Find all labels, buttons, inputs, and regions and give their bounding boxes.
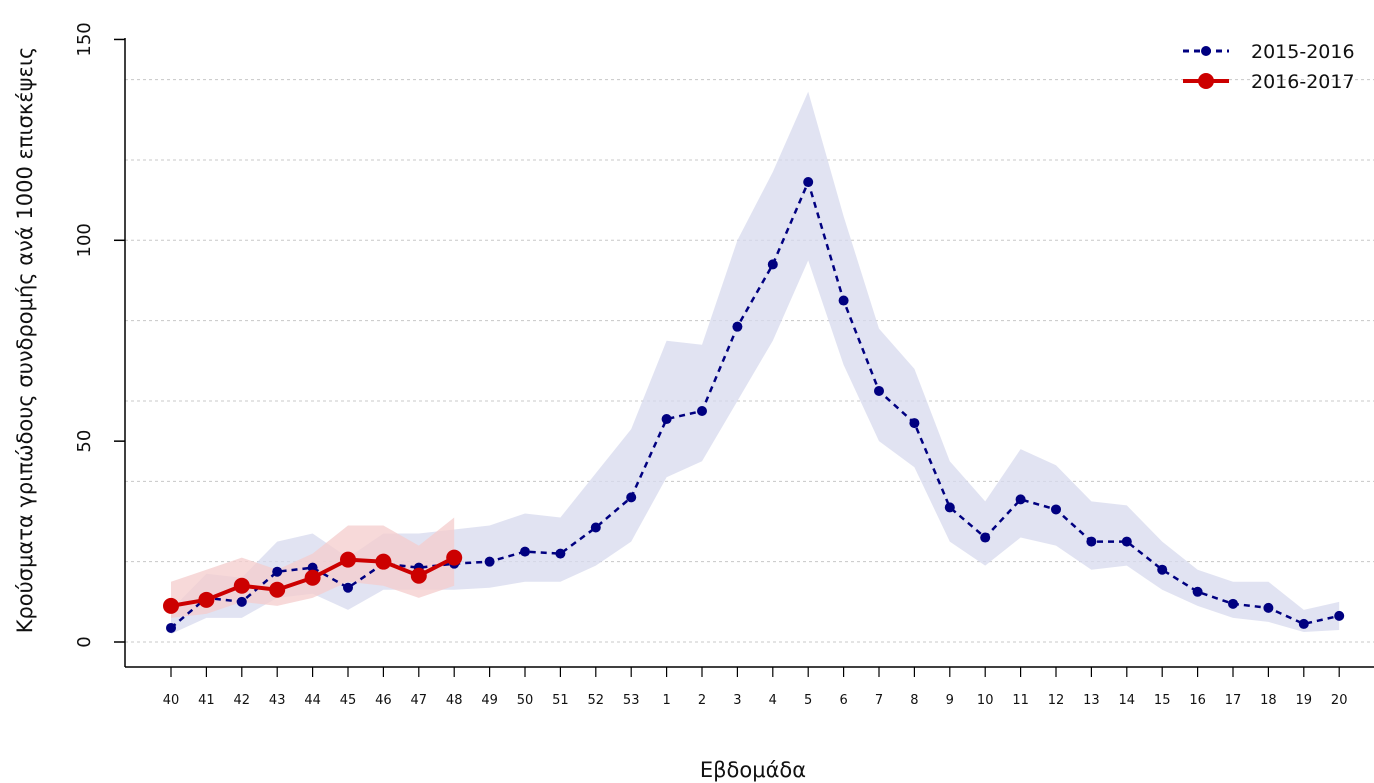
x-tick-label: 13 bbox=[1083, 693, 1100, 708]
x-tick-label: 52 bbox=[588, 693, 605, 708]
x-axis-title: Εβδομάδα bbox=[700, 758, 806, 782]
x-ticks: 40 41 42 43 44 45 46 47 48 49 50 51 52 53 1 2 3 4 5 6 7 8 9 10 1… bbox=[163, 667, 1348, 708]
x-tick-label: 12 bbox=[1048, 693, 1065, 708]
point-2015-2016 bbox=[1086, 536, 1097, 547]
point-2016-2017 bbox=[340, 551, 356, 568]
x-tick-label: 47 bbox=[411, 693, 428, 708]
x-tick-label: 20 bbox=[1331, 693, 1348, 708]
y-tick-label: 100 bbox=[74, 223, 95, 257]
point-2015-2016 bbox=[590, 522, 601, 533]
point-2015-2016 bbox=[343, 582, 353, 593]
point-2016-2017 bbox=[304, 569, 321, 586]
x-tick-label: 15 bbox=[1154, 693, 1171, 708]
axes bbox=[124, 38, 1374, 668]
point-2015-2016 bbox=[166, 622, 176, 633]
x-tick-label: 4 bbox=[769, 693, 777, 708]
series-points bbox=[163, 177, 1345, 633]
x-tick-label: 8 bbox=[910, 693, 918, 708]
point-2016-2017 bbox=[198, 591, 215, 608]
point-2016-2017 bbox=[446, 549, 463, 566]
x-tick-label: 53 bbox=[623, 693, 640, 708]
x-tick-label: 16 bbox=[1189, 693, 1206, 708]
legend-marker-2016-2017 bbox=[1198, 73, 1214, 89]
point-2015-2016 bbox=[1298, 618, 1309, 629]
point-2015-2016 bbox=[1192, 586, 1203, 597]
x-tick-label: 14 bbox=[1119, 693, 1136, 708]
x-tick-label: 42 bbox=[234, 693, 251, 708]
point-2015-2016 bbox=[1015, 494, 1026, 505]
point-2015-2016 bbox=[484, 556, 495, 567]
point-2016-2017 bbox=[163, 597, 179, 614]
point-2015-2016 bbox=[520, 546, 530, 557]
point-2015-2016 bbox=[272, 566, 283, 577]
point-2016-2017 bbox=[269, 581, 286, 598]
y-tick-label: 0 bbox=[74, 636, 95, 647]
x-tick-label: 11 bbox=[1012, 693, 1029, 708]
x-tick-label: 46 bbox=[375, 693, 392, 708]
point-2015-2016 bbox=[980, 532, 991, 543]
x-tick-label: 43 bbox=[269, 693, 286, 708]
point-2015-2016 bbox=[697, 406, 707, 417]
point-2015-2016 bbox=[767, 259, 778, 270]
point-2015-2016 bbox=[236, 596, 247, 607]
x-tick-label: 51 bbox=[552, 693, 569, 708]
point-2016-2017 bbox=[233, 577, 250, 594]
legend-label-2016-2017: 2016-2017 bbox=[1251, 71, 1355, 93]
x-tick-label: 17 bbox=[1225, 693, 1242, 708]
x-tick-label: 48 bbox=[446, 693, 463, 708]
x-tick-label: 49 bbox=[481, 693, 498, 708]
point-2015-2016 bbox=[803, 177, 814, 188]
legend-entry-2016-2017: 2016-2017 bbox=[1183, 71, 1355, 93]
point-2015-2016 bbox=[838, 295, 849, 306]
point-2016-2017 bbox=[375, 553, 392, 570]
point-2015-2016 bbox=[874, 385, 884, 396]
x-tick-label: 7 bbox=[875, 693, 883, 708]
legend-marker-2015-2016 bbox=[1201, 46, 1211, 56]
point-2016-2017 bbox=[410, 567, 427, 584]
x-tick-label: 6 bbox=[839, 693, 847, 708]
point-2015-2016 bbox=[1228, 598, 1238, 609]
x-tick-label: 1 bbox=[662, 693, 670, 708]
x-tick-label: 41 bbox=[198, 693, 215, 708]
x-tick-label: 45 bbox=[340, 693, 357, 708]
band-2015-2016 bbox=[171, 91, 1340, 634]
x-tick-label: 50 bbox=[517, 693, 534, 708]
point-2015-2016 bbox=[661, 414, 672, 425]
x-tick-label: 18 bbox=[1260, 693, 1277, 708]
x-tick-label: 10 bbox=[977, 693, 994, 708]
point-2015-2016 bbox=[944, 502, 955, 513]
point-2015-2016 bbox=[1121, 536, 1132, 547]
point-2015-2016 bbox=[732, 321, 743, 332]
x-tick-label: 3 bbox=[733, 693, 741, 708]
point-2015-2016 bbox=[626, 492, 637, 503]
x-tick-label: 19 bbox=[1296, 693, 1313, 708]
y-ticks: 0 50 100 150 bbox=[74, 22, 125, 648]
legend-entry-2015-2016: 2015-2016 bbox=[1183, 41, 1355, 63]
point-2015-2016 bbox=[555, 548, 566, 559]
x-tick-label: 5 bbox=[804, 693, 812, 708]
y-axis-title: Κρούσματα γριπώδους συνδρομής ανά 1000 ε… bbox=[13, 47, 37, 634]
y-tick-label: 50 bbox=[74, 430, 95, 453]
x-tick-label: 44 bbox=[304, 693, 321, 708]
legend: 2015-2016 2016-2017 bbox=[1183, 41, 1355, 93]
point-2015-2016 bbox=[1157, 564, 1168, 575]
point-2015-2016 bbox=[1334, 610, 1345, 621]
x-tick-label: 9 bbox=[946, 693, 954, 708]
point-2015-2016 bbox=[909, 418, 920, 429]
y-tick-label: 150 bbox=[74, 22, 95, 56]
point-2015-2016 bbox=[1263, 602, 1274, 613]
legend-label-2015-2016: 2015-2016 bbox=[1251, 41, 1355, 63]
x-tick-label: 2 bbox=[698, 693, 706, 708]
point-2015-2016 bbox=[1051, 504, 1061, 515]
x-tick-label: 40 bbox=[163, 693, 180, 708]
